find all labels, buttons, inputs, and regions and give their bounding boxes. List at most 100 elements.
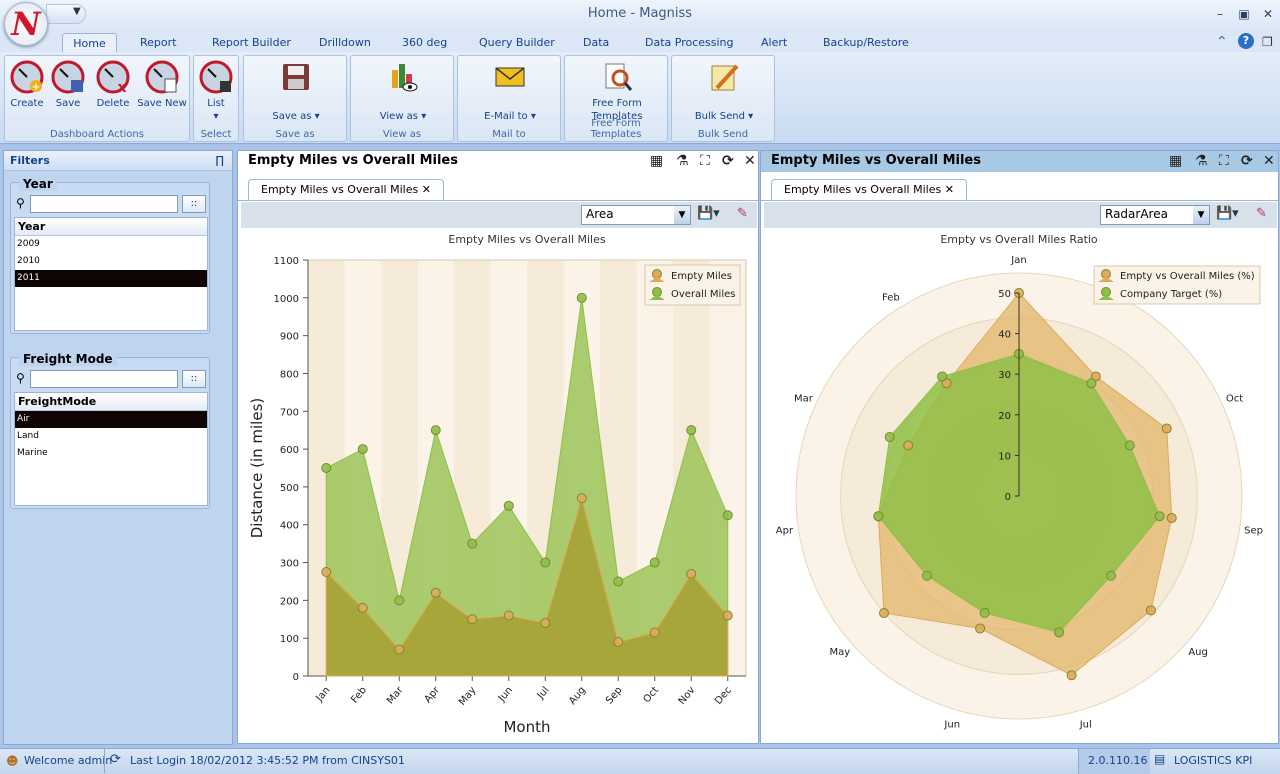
notepad-pencil-icon — [711, 64, 739, 91]
quick-access-toolbar[interactable]: ▼ — [46, 4, 86, 24]
year-options-button[interactable]: :: — [182, 195, 206, 213]
list-item-selected[interactable]: 2011 — [15, 270, 207, 287]
data-point — [1166, 512, 1177, 523]
list-item[interactable]: 2009 — [17, 239, 40, 249]
bulk-send-button[interactable]: Bulk Send ▾ — [682, 60, 766, 123]
tab-360-deg[interactable]: 360 deg — [402, 36, 448, 49]
chart-tab[interactable]: Empty Miles vs Overall Miles ✕ — [248, 179, 444, 201]
group-label: Bulk Send — [697, 129, 749, 140]
close-panel-icon[interactable]: ✕ — [744, 153, 756, 169]
restore-icon[interactable]: ❐ — [1262, 35, 1273, 49]
tab-data[interactable]: Data — [583, 36, 610, 49]
y-tick-label: 300 — [280, 559, 299, 570]
save-chart-icon[interactable]: 💾▾ — [697, 206, 720, 221]
year-search-input[interactable] — [30, 195, 178, 213]
data-point — [722, 510, 733, 521]
ribbon-tabs: Home Report Report Builder Drilldown 360… — [0, 30, 1280, 52]
gauge-save-new-icon — [145, 60, 179, 94]
r-tick-label: 40 — [998, 330, 1011, 341]
chart-tab[interactable]: Empty Miles vs Overall Miles ✕ — [771, 179, 967, 201]
gauge-add-icon: + — [10, 60, 44, 94]
pin-icon[interactable]: ∏ — [215, 154, 224, 167]
tab-alert[interactable]: Alert — [761, 36, 788, 49]
legend-marker — [1098, 295, 1114, 300]
y-tick-label: 0 — [293, 672, 299, 683]
tab-data-processing[interactable]: Data Processing — [645, 36, 734, 49]
close-tab-icon[interactable]: ✕ — [421, 183, 431, 196]
x-tick-label: Aug — [567, 685, 588, 707]
radar-category-label: Apr — [776, 526, 794, 537]
minimize-button[interactable]: – — [1217, 7, 1223, 21]
area-chart: Empty Miles vs Overall Miles 0 100 200 300 40… — [248, 233, 747, 736]
refresh-icon[interactable]: ⟳ — [722, 153, 734, 169]
chart-type-select[interactable]: RadarArea ▼ — [1100, 205, 1210, 225]
list-item[interactable]: Marine — [17, 448, 48, 458]
help-icon[interactable]: ? — [1238, 33, 1254, 49]
create-label: Create — [10, 98, 44, 109]
freight-options-button[interactable]: :: — [182, 370, 206, 388]
list-item-selected[interactable]: Air — [15, 411, 207, 428]
maximize-button[interactable]: ▣ — [1238, 7, 1250, 21]
save-chart-icon[interactable]: 💾▾ — [1216, 206, 1239, 221]
tab-home[interactable]: Home — [62, 33, 117, 52]
export-icon[interactable]: ⚗ — [1195, 153, 1208, 169]
free-form-label-2: Templates — [591, 111, 643, 122]
app-logo[interactable]: N — [4, 2, 48, 46]
grid-view-icon[interactable]: ▦ — [650, 153, 664, 169]
chevron-down-icon: ▼ — [674, 206, 690, 224]
radar-category-label: Oct — [1226, 394, 1243, 405]
close-panel-icon[interactable]: ✕ — [1263, 153, 1275, 169]
email-to-button[interactable]: E-Mail to ▾ — [468, 60, 552, 123]
data-point — [613, 576, 624, 587]
freight-column-header[interactable]: FreightMode — [15, 393, 207, 411]
radar-category-label: Jul — [1079, 719, 1092, 730]
grid-view-icon[interactable]: ▦ — [1169, 153, 1183, 169]
email-to-label: E-Mail to — [484, 111, 528, 122]
group-select: List ▾ Select — [193, 55, 239, 142]
chart-title: Empty Miles vs Overall Miles — [448, 233, 605, 246]
chart-type-select[interactable]: Area ▼ — [581, 205, 691, 225]
group-label: Dashboard Actions — [50, 129, 144, 140]
maximize-icon[interactable]: ⛶ — [700, 153, 710, 169]
search-icon: ⚲ — [16, 371, 25, 385]
filter-freight-search: ⚲ :: — [16, 370, 206, 388]
legend-label: Empty Miles — [671, 271, 732, 282]
tab-drilldown[interactable]: Drilldown — [319, 36, 371, 49]
tab-report-builder[interactable]: Report Builder — [212, 36, 291, 49]
save-new-button[interactable]: Save New — [137, 60, 187, 110]
data-point — [394, 644, 405, 655]
data-point — [1124, 440, 1135, 451]
window-title: Home - Magniss — [587, 6, 693, 21]
save-button[interactable]: Save — [49, 60, 87, 110]
create-button[interactable]: + Create — [7, 60, 47, 110]
collapse-ribbon-icon[interactable]: ⌃ — [1216, 34, 1228, 50]
year-column-header[interactable]: Year — [15, 218, 207, 236]
data-point — [467, 614, 478, 625]
maximize-icon[interactable]: ⛶ — [1219, 153, 1229, 169]
customize-qat-icon[interactable]: ▼ — [73, 6, 81, 17]
delete-button[interactable]: x Delete — [91, 60, 135, 110]
dropdown-arrow-icon: ▾ — [314, 111, 320, 122]
list-item[interactable]: 2010 — [17, 256, 40, 266]
list-button[interactable]: List ▾ — [196, 60, 236, 123]
freight-search-input[interactable] — [30, 370, 178, 388]
tab-backup-restore[interactable]: Backup/Restore — [823, 36, 909, 49]
y-tick-label: 500 — [280, 483, 299, 494]
free-form-templates-button[interactable]: Free Form Templates — [575, 60, 659, 123]
export-icon[interactable]: ⚗ — [676, 153, 689, 169]
r-tick-label: 20 — [998, 411, 1011, 422]
x-tick-label: Jul — [535, 685, 552, 702]
tab-report[interactable]: Report — [140, 36, 177, 49]
close-tab-icon[interactable]: ✕ — [944, 183, 954, 196]
dropdown-arrow-icon: ▾ — [213, 111, 219, 122]
close-button[interactable]: ✕ — [1262, 7, 1274, 21]
view-as-button[interactable]: View as ▾ — [361, 60, 445, 123]
save-as-button[interactable]: Save as ▾ — [254, 60, 338, 123]
tab-query-builder[interactable]: Query Builder — [479, 36, 555, 49]
refresh-icon[interactable]: ⟳ — [1241, 153, 1253, 169]
palette-icon[interactable]: ✎ — [737, 206, 748, 221]
data-point — [1106, 570, 1117, 581]
x-tick-label: Jan — [314, 685, 333, 705]
list-item[interactable]: Land — [17, 431, 39, 441]
palette-icon[interactable]: ✎ — [1256, 206, 1267, 221]
